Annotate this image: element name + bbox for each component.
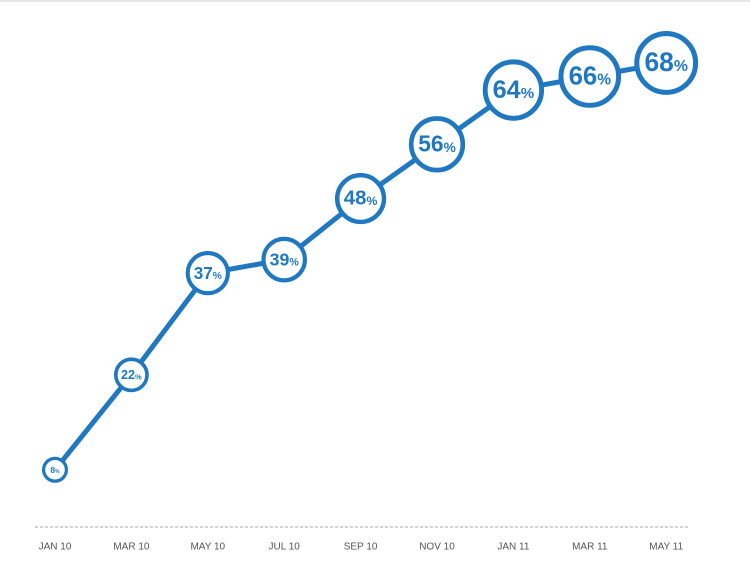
x-tick-label: JAN 10: [39, 542, 72, 553]
point: [482, 59, 545, 121]
x-tick-label: NOV 10: [419, 542, 455, 553]
value-label: 48%: [344, 188, 378, 210]
value-label: 64%: [493, 76, 535, 104]
point: [261, 236, 307, 283]
x-tick-label: MAR 11: [572, 542, 608, 553]
x-tick-label: MAR 10: [113, 542, 150, 553]
x-tick-label: JUL 10: [269, 542, 301, 553]
value-label: 22%: [121, 368, 142, 382]
x-tick-label: JAN 11: [497, 542, 529, 553]
point: [41, 456, 69, 483]
x-tick-label: MAY 11: [649, 542, 683, 553]
point: [634, 31, 699, 95]
value-label: 39%: [270, 249, 300, 269]
point: [185, 250, 230, 296]
point: [113, 357, 149, 393]
value-label: 8%: [50, 465, 60, 475]
point: [408, 116, 466, 173]
x-tick-label: MAY 10: [190, 542, 225, 553]
x-tick-label: SEP 10: [344, 542, 378, 553]
value-label: 56%: [418, 130, 456, 156]
point: [334, 172, 387, 225]
point: [558, 45, 622, 108]
value-label: 66%: [569, 62, 612, 90]
line: [53, 60, 667, 472]
value-label: 68%: [644, 47, 687, 77]
value-label: 37%: [194, 264, 222, 283]
